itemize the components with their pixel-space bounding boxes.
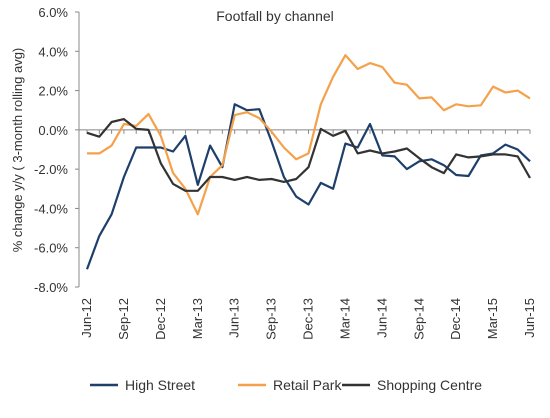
legend-label: High Street (125, 377, 195, 393)
x-tick-label: Sep-13 (264, 298, 279, 340)
x-tick-label: Dec-12 (153, 298, 168, 340)
x-tick-label: Jun-12 (79, 298, 94, 338)
legend: High Street Retail Park Shopping Centre (90, 377, 482, 393)
x-tick-label: Jun-13 (227, 298, 242, 338)
series-line-high-street (85, 103, 531, 270)
x-axis-ticks: Jun-12 Sep-12 Dec-12 Mar-13 Jun-13 Sep-13 Dec-… (79, 129, 537, 340)
y-axis-label: % change y/y ( 3-month rolling avg) (10, 48, 25, 252)
x-tick-label: Sep-14 (411, 298, 426, 340)
x-tick-label: Jun-15 (522, 298, 537, 338)
x-tick-label: Mar-14 (337, 298, 352, 339)
y-tick-label: 2.0% (38, 84, 68, 99)
y-tick-label: -6.0% (34, 241, 68, 256)
x-tick-label: Dec-14 (448, 298, 463, 340)
y-tick-label: -4.0% (34, 201, 68, 216)
legend-label: Shopping Centre (377, 377, 482, 393)
legend-label: Retail Park (273, 377, 342, 393)
chart-title: Footfall by channel (216, 8, 334, 24)
x-tick-label: Mar-13 (190, 298, 205, 339)
x-tick-label: Jun-14 (374, 298, 389, 338)
series-lines (85, 54, 531, 270)
y-tick-label: 4.0% (38, 44, 68, 59)
y-tick-label: -2.0% (34, 162, 68, 177)
x-tick-label: Dec-13 (301, 298, 316, 340)
series-line-shopping-centre (86, 117, 531, 192)
y-tick-label: 0.0% (38, 123, 68, 138)
y-tick-label: -8.0% (34, 280, 68, 295)
series-line-retail-park (87, 54, 531, 216)
y-tick-label: 6.0% (38, 5, 68, 20)
y-axis-ticks: 6.0% 4.0% 2.0% 0.0% -2.0% -4.0% -6.0% -8.0% (34, 5, 79, 295)
x-tick-label: Sep-12 (116, 298, 131, 340)
x-tick-label: Mar-15 (485, 298, 500, 339)
